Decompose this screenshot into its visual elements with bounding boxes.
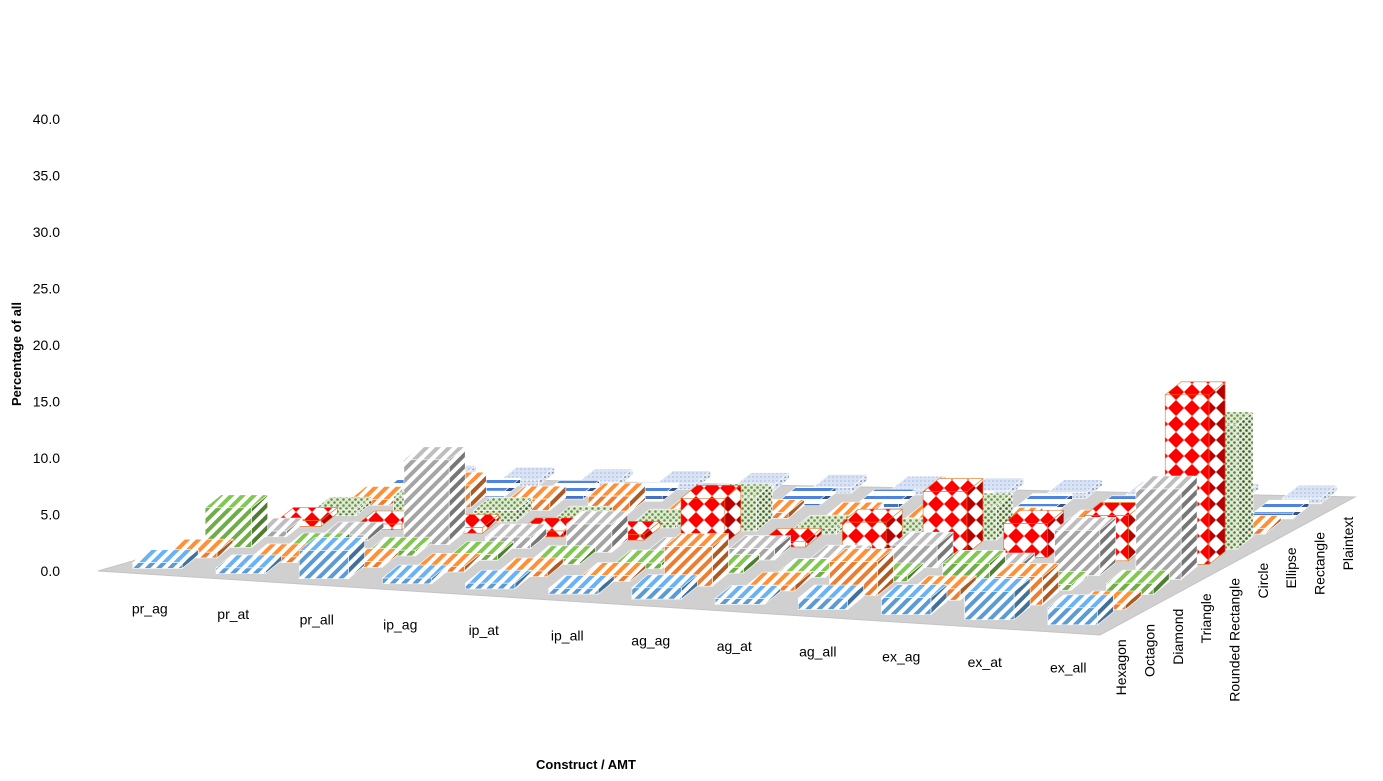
bar (1002, 509, 1065, 559)
series-tick-label: Rounded Rectangle (1227, 578, 1243, 702)
bar (403, 446, 467, 546)
series-tick-label: Rectangle (1312, 532, 1328, 595)
series-tick-label: Circle (1255, 562, 1271, 598)
x-tick-label: ip_all (551, 627, 584, 643)
y-tick-label: 20.0 (33, 337, 60, 353)
x-tick-label: pr_all (300, 611, 334, 627)
y-tick-label: 40.0 (33, 111, 60, 127)
x-tick-label: ex_all (1050, 659, 1087, 675)
bar (1105, 569, 1171, 596)
series-tick-label: Ellipse (1283, 547, 1299, 588)
x-tick-label: ag_ag (631, 633, 670, 649)
bar (891, 531, 954, 569)
y-tick-label: 30.0 (33, 224, 60, 240)
x-tick-label: ag_all (799, 643, 836, 659)
y-tick-label: 0.0 (41, 563, 61, 579)
series-tick-label: Diamond (1170, 609, 1186, 665)
x-ticks: pr_ag pr_at pr_all ip_ag ip_at ip_all ag_ag ag_… (132, 601, 1087, 676)
y-tick-label: 10.0 (33, 450, 60, 466)
bar (298, 536, 366, 580)
series-tick-label: Triangle (1198, 593, 1214, 643)
x-tick-label: ip_at (469, 622, 499, 638)
bar (680, 484, 742, 545)
bar (963, 577, 1031, 621)
bar (941, 549, 1007, 587)
x-tick-label: ex_at (968, 654, 1002, 670)
y-tick-label: 35.0 (33, 168, 60, 184)
x-tick-label: ex_ag (882, 649, 920, 665)
bar (215, 554, 283, 575)
bar (880, 583, 948, 616)
y-tick-label: 25.0 (33, 281, 60, 297)
bar (1135, 475, 1198, 581)
bar (464, 569, 532, 590)
bar (797, 584, 865, 611)
y-axis-title: Percentage of all (9, 302, 24, 406)
x-tick-label: pr_at (217, 606, 249, 622)
series-tick-label: Plaintext (1340, 517, 1356, 571)
series-tick-label: Hexagon (1113, 639, 1129, 695)
series-tick-label: Octagon (1142, 624, 1158, 677)
y-tick-label: 5.0 (41, 507, 61, 523)
x-tick-label: ip_ag (383, 617, 417, 633)
y-ticks: 0.0 5.0 10.0 15.0 20.0 25.0 30.0 35.0 40.0 (33, 111, 60, 579)
bar (714, 584, 782, 605)
bar (381, 564, 449, 585)
bar (1047, 594, 1115, 626)
series-ticks: Hexagon Octagon Diamond Triangle Rounded Rec… (1113, 517, 1356, 702)
bar (547, 574, 615, 595)
bar (1053, 516, 1117, 577)
x-tick-label: ag_at (717, 638, 752, 654)
bar (631, 574, 699, 600)
bars-layer (131, 381, 1338, 626)
x-tick-label: pr_ag (132, 601, 168, 617)
y-tick-label: 15.0 (33, 394, 60, 410)
x-axis-title: Construct / AMT (536, 757, 636, 772)
bar (131, 549, 200, 570)
